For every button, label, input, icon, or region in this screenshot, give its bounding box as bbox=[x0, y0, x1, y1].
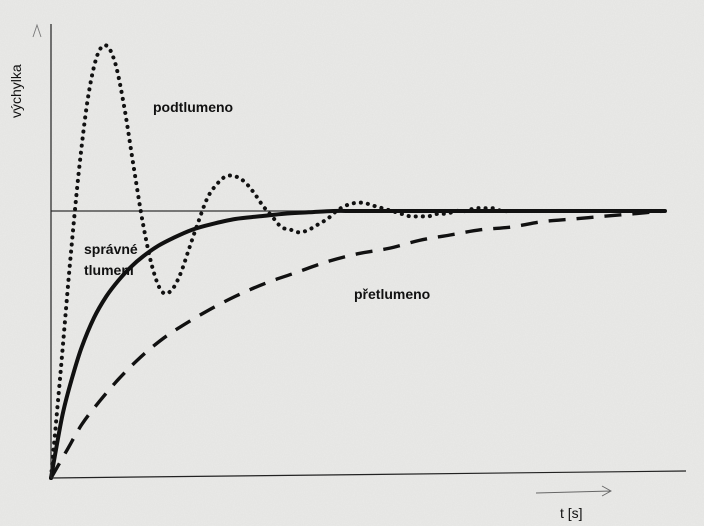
label-spravne-tlumeni-line2: tlumení bbox=[84, 262, 135, 278]
label-pretlumeno: přetlumeno bbox=[354, 286, 430, 302]
x-axis bbox=[50, 470, 687, 479]
y-axis-label: výchylka bbox=[8, 64, 24, 118]
label-podtlumeno: podtlumeno bbox=[153, 99, 233, 115]
x-axis-arrow-icon bbox=[535, 485, 612, 497]
x-axis-label: t [s] bbox=[560, 505, 583, 521]
plot-area bbox=[49, 43, 667, 480]
label-spravne-tlumeni-line1: správné bbox=[84, 241, 138, 257]
series-pretlumeno-line bbox=[49, 209, 666, 479]
series-spravne-tlumeni-line bbox=[49, 208, 667, 480]
y-axis-arrow-icon bbox=[32, 23, 42, 38]
